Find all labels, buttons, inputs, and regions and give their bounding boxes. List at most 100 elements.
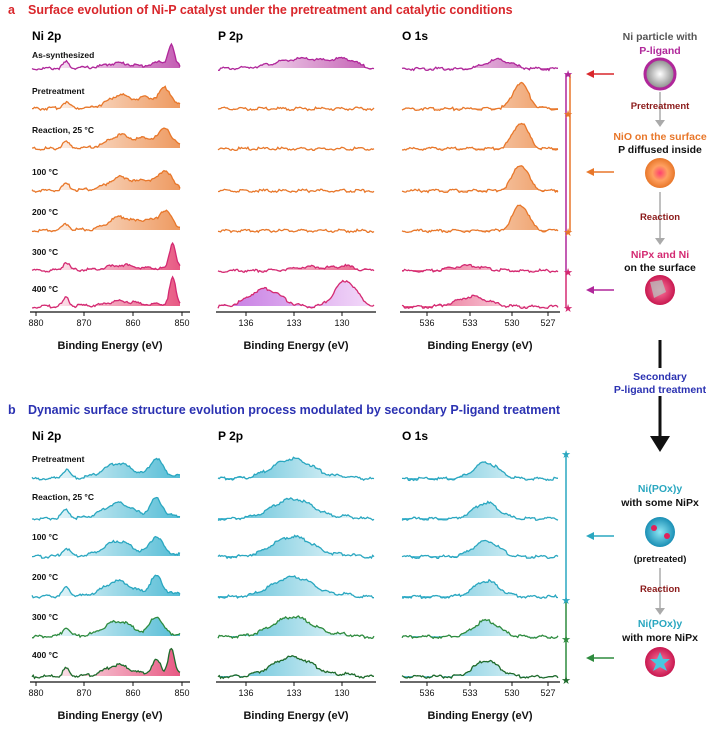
- tick-p2p-a-130: 130: [334, 318, 349, 328]
- schem-b-0-line2: with some NiPx: [620, 497, 699, 509]
- tick-p2p-b-130: 130: [334, 688, 349, 698]
- schematic-a: Ni particle with P-ligand Pretreatment N…: [613, 31, 707, 305]
- header-p2p-b: P 2p: [218, 429, 243, 443]
- spectrum-ni2p-b-2-fill: [32, 536, 180, 559]
- spectrum-o1s-a-0: [401, 57, 559, 72]
- spectrum-p2p-a-6-fill: [218, 280, 374, 309]
- header-p2p-a: P 2p: [218, 29, 243, 43]
- panel-a-title: Surface evolution of Ni-P catalyst under…: [28, 3, 513, 17]
- spectrum-o1s-a-0-fill: [402, 58, 558, 71]
- spectrum-p2p-b-0: [217, 456, 375, 481]
- tick-o1s-a-527: 527: [540, 318, 555, 328]
- spectrum-ni2p-b-5: [31, 647, 181, 680]
- schem-a-0-line1: Ni particle with: [623, 31, 698, 43]
- spectrum-o1s-a-4: [401, 204, 559, 234]
- spectrum-ni2p-a-6-fill: [32, 276, 180, 309]
- schem-a-0-line2: P-ligand: [639, 45, 680, 57]
- spectrum-p2p-a-5: [217, 263, 375, 274]
- secondary-line1: Secondary: [633, 371, 687, 383]
- row-label-a-3: 100 °C: [32, 167, 58, 177]
- spectrum-o1s-b-5-fill: [402, 660, 558, 679]
- spectrum-ni2p-a-3: [31, 169, 181, 193]
- row-label-a-4: 200 °C: [32, 207, 58, 217]
- spectrum-p2p-b-2-fill: [218, 535, 374, 559]
- tick-o1s-a-536: 536: [419, 318, 434, 328]
- spectrum-p2p-b-4-fill: [218, 616, 374, 639]
- spectrum-p2p-a-0: [217, 56, 375, 71]
- spectrum-p2p-b-2: [217, 534, 375, 560]
- spectrum-p2p-b-3-fill: [218, 576, 374, 599]
- spectrum-p2p-a-2: [217, 146, 375, 152]
- spectrum-ni2p-b-1-fill: [32, 497, 180, 520]
- header-o1s-a: O 1s: [402, 29, 428, 43]
- tick-p2p-a-136: 136: [238, 318, 253, 328]
- spectrum-ni2p-a-0: [31, 42, 181, 71]
- spectrum-ni2p-a-1: [32, 85, 181, 111]
- spectrum-ni2p-b-0-fill: [32, 458, 180, 480]
- tick-ni2p-a-870: 870: [76, 318, 91, 328]
- tick-ni2p-a-880: 880: [28, 318, 43, 328]
- spectrum-p2p-a-1: [217, 106, 375, 112]
- star-icon: ★: [561, 595, 571, 607]
- spectrum-p2p-b-4: [217, 615, 375, 640]
- spectrum-p2p-a-6: [217, 279, 375, 309]
- tick-p2p-b-136: 136: [238, 688, 253, 698]
- spectrum-ni2p-a-2-fill: [32, 128, 180, 150]
- spectrum-ni2p-a-4: [31, 209, 181, 233]
- star-icon: ★: [561, 634, 571, 646]
- star-icon: ★: [563, 303, 573, 315]
- spectrum-p2p-a-3: [218, 188, 375, 194]
- spectrum-o1s-b-3: [401, 578, 558, 600]
- schem-a-4-line2: on the surface: [624, 262, 696, 274]
- xlabel-o1s-a: Binding Energy (eV): [427, 340, 532, 352]
- spectrum-o1s-a-1-fill: [402, 82, 558, 111]
- spectrum-ni2p-a-5: [31, 241, 181, 273]
- tick-ni2p-b-870: 870: [76, 688, 91, 698]
- star-icon: ★: [561, 675, 571, 687]
- spectrum-o1s-b-5: [401, 659, 559, 680]
- stage-markers-a: ★ ★ ★ ★ ★: [563, 69, 614, 315]
- row-label-b-5: 400 °C: [32, 650, 58, 660]
- spectrum-o1s-a-6: [401, 294, 559, 310]
- spectrum-ni2p-b-1: [31, 496, 181, 521]
- spectrum-o1s-a-1: [401, 81, 559, 112]
- header-ni2p-b: Ni 2p: [32, 429, 61, 443]
- schem-b-3-line2: with more NiPx: [621, 632, 698, 644]
- spectrum-o1s-b-4: [401, 618, 559, 640]
- schem-a-reaction: Reaction: [640, 212, 680, 223]
- star-icon: ★: [563, 267, 573, 279]
- row-label-a-0: As-synthesized: [32, 50, 94, 60]
- row-label-a-5: 300 °C: [32, 247, 58, 257]
- panel-b-letter: b: [8, 403, 16, 417]
- tick-ni2p-a-850: 850: [174, 318, 189, 328]
- spectrum-p2p-b-1-fill: [218, 497, 374, 521]
- spectrum-ni2p-b-0: [31, 457, 180, 481]
- schem-b-0-line1: Ni(POx)y: [638, 483, 683, 495]
- spectrum-p2p-b-3: [217, 575, 374, 599]
- row-label-b-4: 300 °C: [32, 612, 58, 622]
- panel-b-title: Dynamic surface structure evolution proc…: [28, 403, 561, 417]
- spectrum-o1s-a-3: [401, 165, 559, 194]
- xlabel-p2p-b: Binding Energy (eV): [243, 710, 348, 722]
- ni-particle-icon: [643, 57, 677, 91]
- row-label-a-2: Reaction, 25 °C: [32, 125, 94, 135]
- star-icon: ★: [563, 109, 573, 121]
- xlabel-p2p-a: Binding Energy (eV): [243, 340, 348, 352]
- schem-a-4-line1: NiPx and Ni: [631, 249, 689, 261]
- tick-ni2p-b-850: 850: [174, 688, 189, 698]
- header-o1s-b: O 1s: [402, 429, 428, 443]
- spectrum-o1s-b-0: [402, 461, 559, 482]
- spectrum-o1s-b-2: [401, 539, 559, 560]
- row-label-a-6: 400 °C: [32, 284, 58, 294]
- spectrum-o1s-b-2-fill: [402, 540, 558, 559]
- spectrum-o1s-a-5: [402, 263, 559, 274]
- row-label-b-3: 200 °C: [32, 572, 58, 582]
- spectrum-o1s-b-4-fill: [402, 619, 558, 639]
- schem-a-pretreatment: Pretreatment: [631, 101, 690, 112]
- tick-o1s-a-533: 533: [462, 318, 477, 328]
- schem-a-2-line1: NiO on the surface: [613, 131, 707, 143]
- spectrum-o1s-a-2: [401, 122, 559, 152]
- nio-particle-icon: [645, 158, 675, 188]
- spectrum-o1s-a-4-fill: [402, 205, 558, 233]
